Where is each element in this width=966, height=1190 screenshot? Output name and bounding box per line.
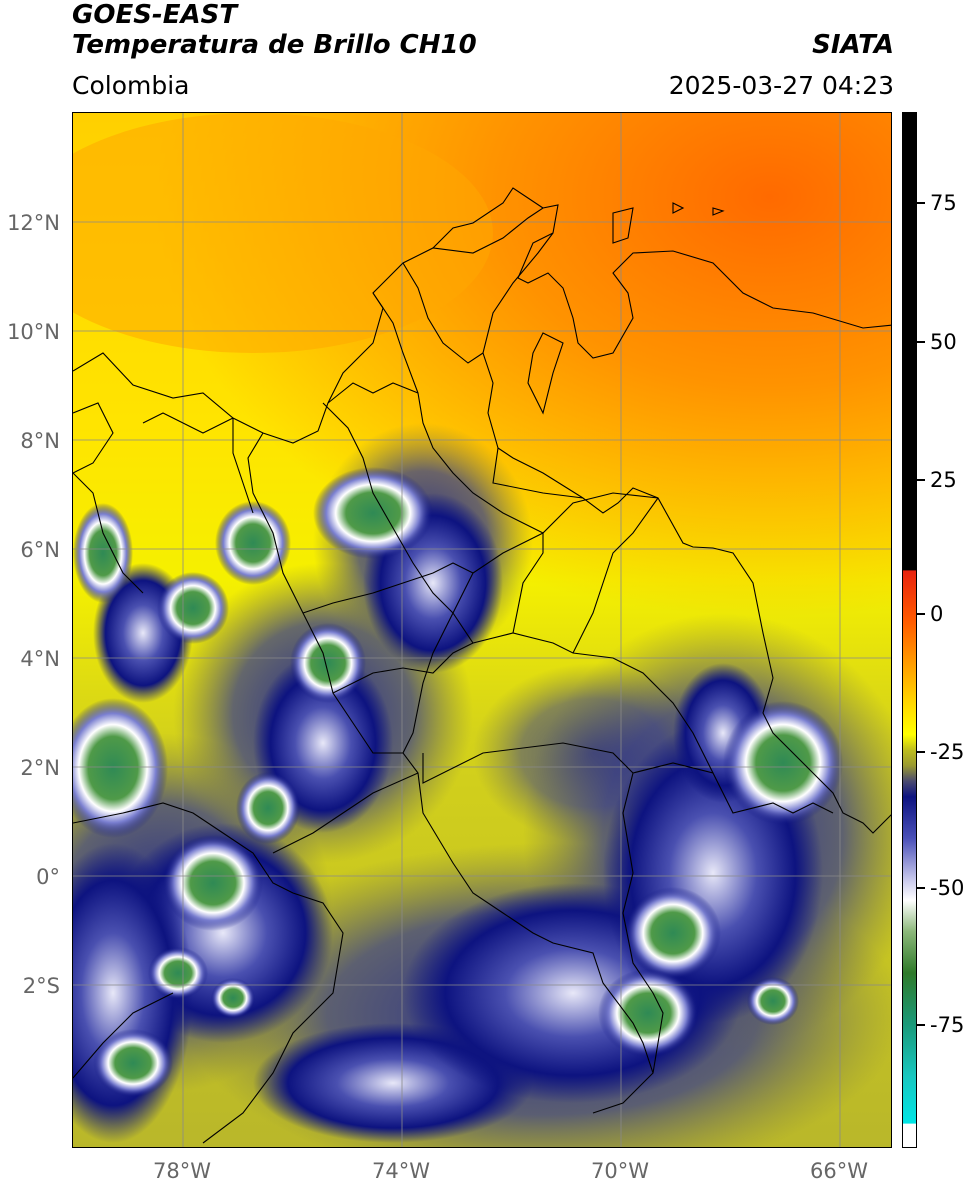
lat-label-0: 0° bbox=[36, 865, 60, 889]
warm-patch bbox=[73, 113, 493, 353]
colorbar-tick bbox=[917, 341, 925, 343]
lat-label-6n: 6°N bbox=[20, 538, 60, 562]
lat-label-2n: 2°N bbox=[20, 756, 60, 780]
borders bbox=[73, 187, 891, 1144]
colorbar-label-minus25: -25 bbox=[930, 740, 965, 764]
source-label: SIATA bbox=[812, 30, 894, 60]
colorbar-tick bbox=[917, 751, 925, 753]
colorbar-label-minus75: -75 bbox=[930, 1013, 965, 1037]
lon-label-74w: 74°W bbox=[372, 1159, 430, 1183]
colorbar-label-50: 50 bbox=[930, 330, 957, 354]
colorbar-tick bbox=[917, 887, 925, 889]
graticule bbox=[73, 113, 891, 1147]
colorbar-label-minus50: -50 bbox=[930, 876, 965, 900]
colorbar-tick bbox=[917, 479, 925, 481]
lat-label-2s: 2°S bbox=[22, 974, 60, 998]
colorbar-tick bbox=[917, 202, 925, 204]
lon-label-66w: 66°W bbox=[810, 1159, 868, 1183]
region-label: Colombia bbox=[72, 71, 190, 100]
colorbar-tick bbox=[917, 613, 925, 615]
lon-label-78w: 78°W bbox=[153, 1159, 211, 1183]
colorbar-label-25: 25 bbox=[930, 468, 957, 492]
coldest-cloud-tops bbox=[73, 467, 843, 1097]
colorbar-tick bbox=[917, 1024, 925, 1026]
satellite-map bbox=[72, 112, 892, 1148]
colorbar-label-0: 0 bbox=[930, 602, 944, 626]
lat-label-12n: 12°N bbox=[7, 211, 60, 235]
lat-label-8n: 8°N bbox=[20, 429, 60, 453]
lat-label-4n: 4°N bbox=[20, 647, 60, 671]
map-canvas bbox=[73, 113, 891, 1147]
lat-label-10n: 10°N bbox=[7, 320, 60, 344]
lon-label-70w: 70°W bbox=[591, 1159, 649, 1183]
colorbar-gradient bbox=[903, 113, 916, 1147]
colorbar bbox=[902, 112, 917, 1148]
colorbar-label-75: 75 bbox=[930, 191, 957, 215]
datetime-label: 2025-03-27 04:23 bbox=[668, 71, 894, 100]
satellite-title: GOES-EAST bbox=[72, 0, 238, 30]
product-title: Temperatura de Brillo CH10 bbox=[72, 30, 477, 60]
